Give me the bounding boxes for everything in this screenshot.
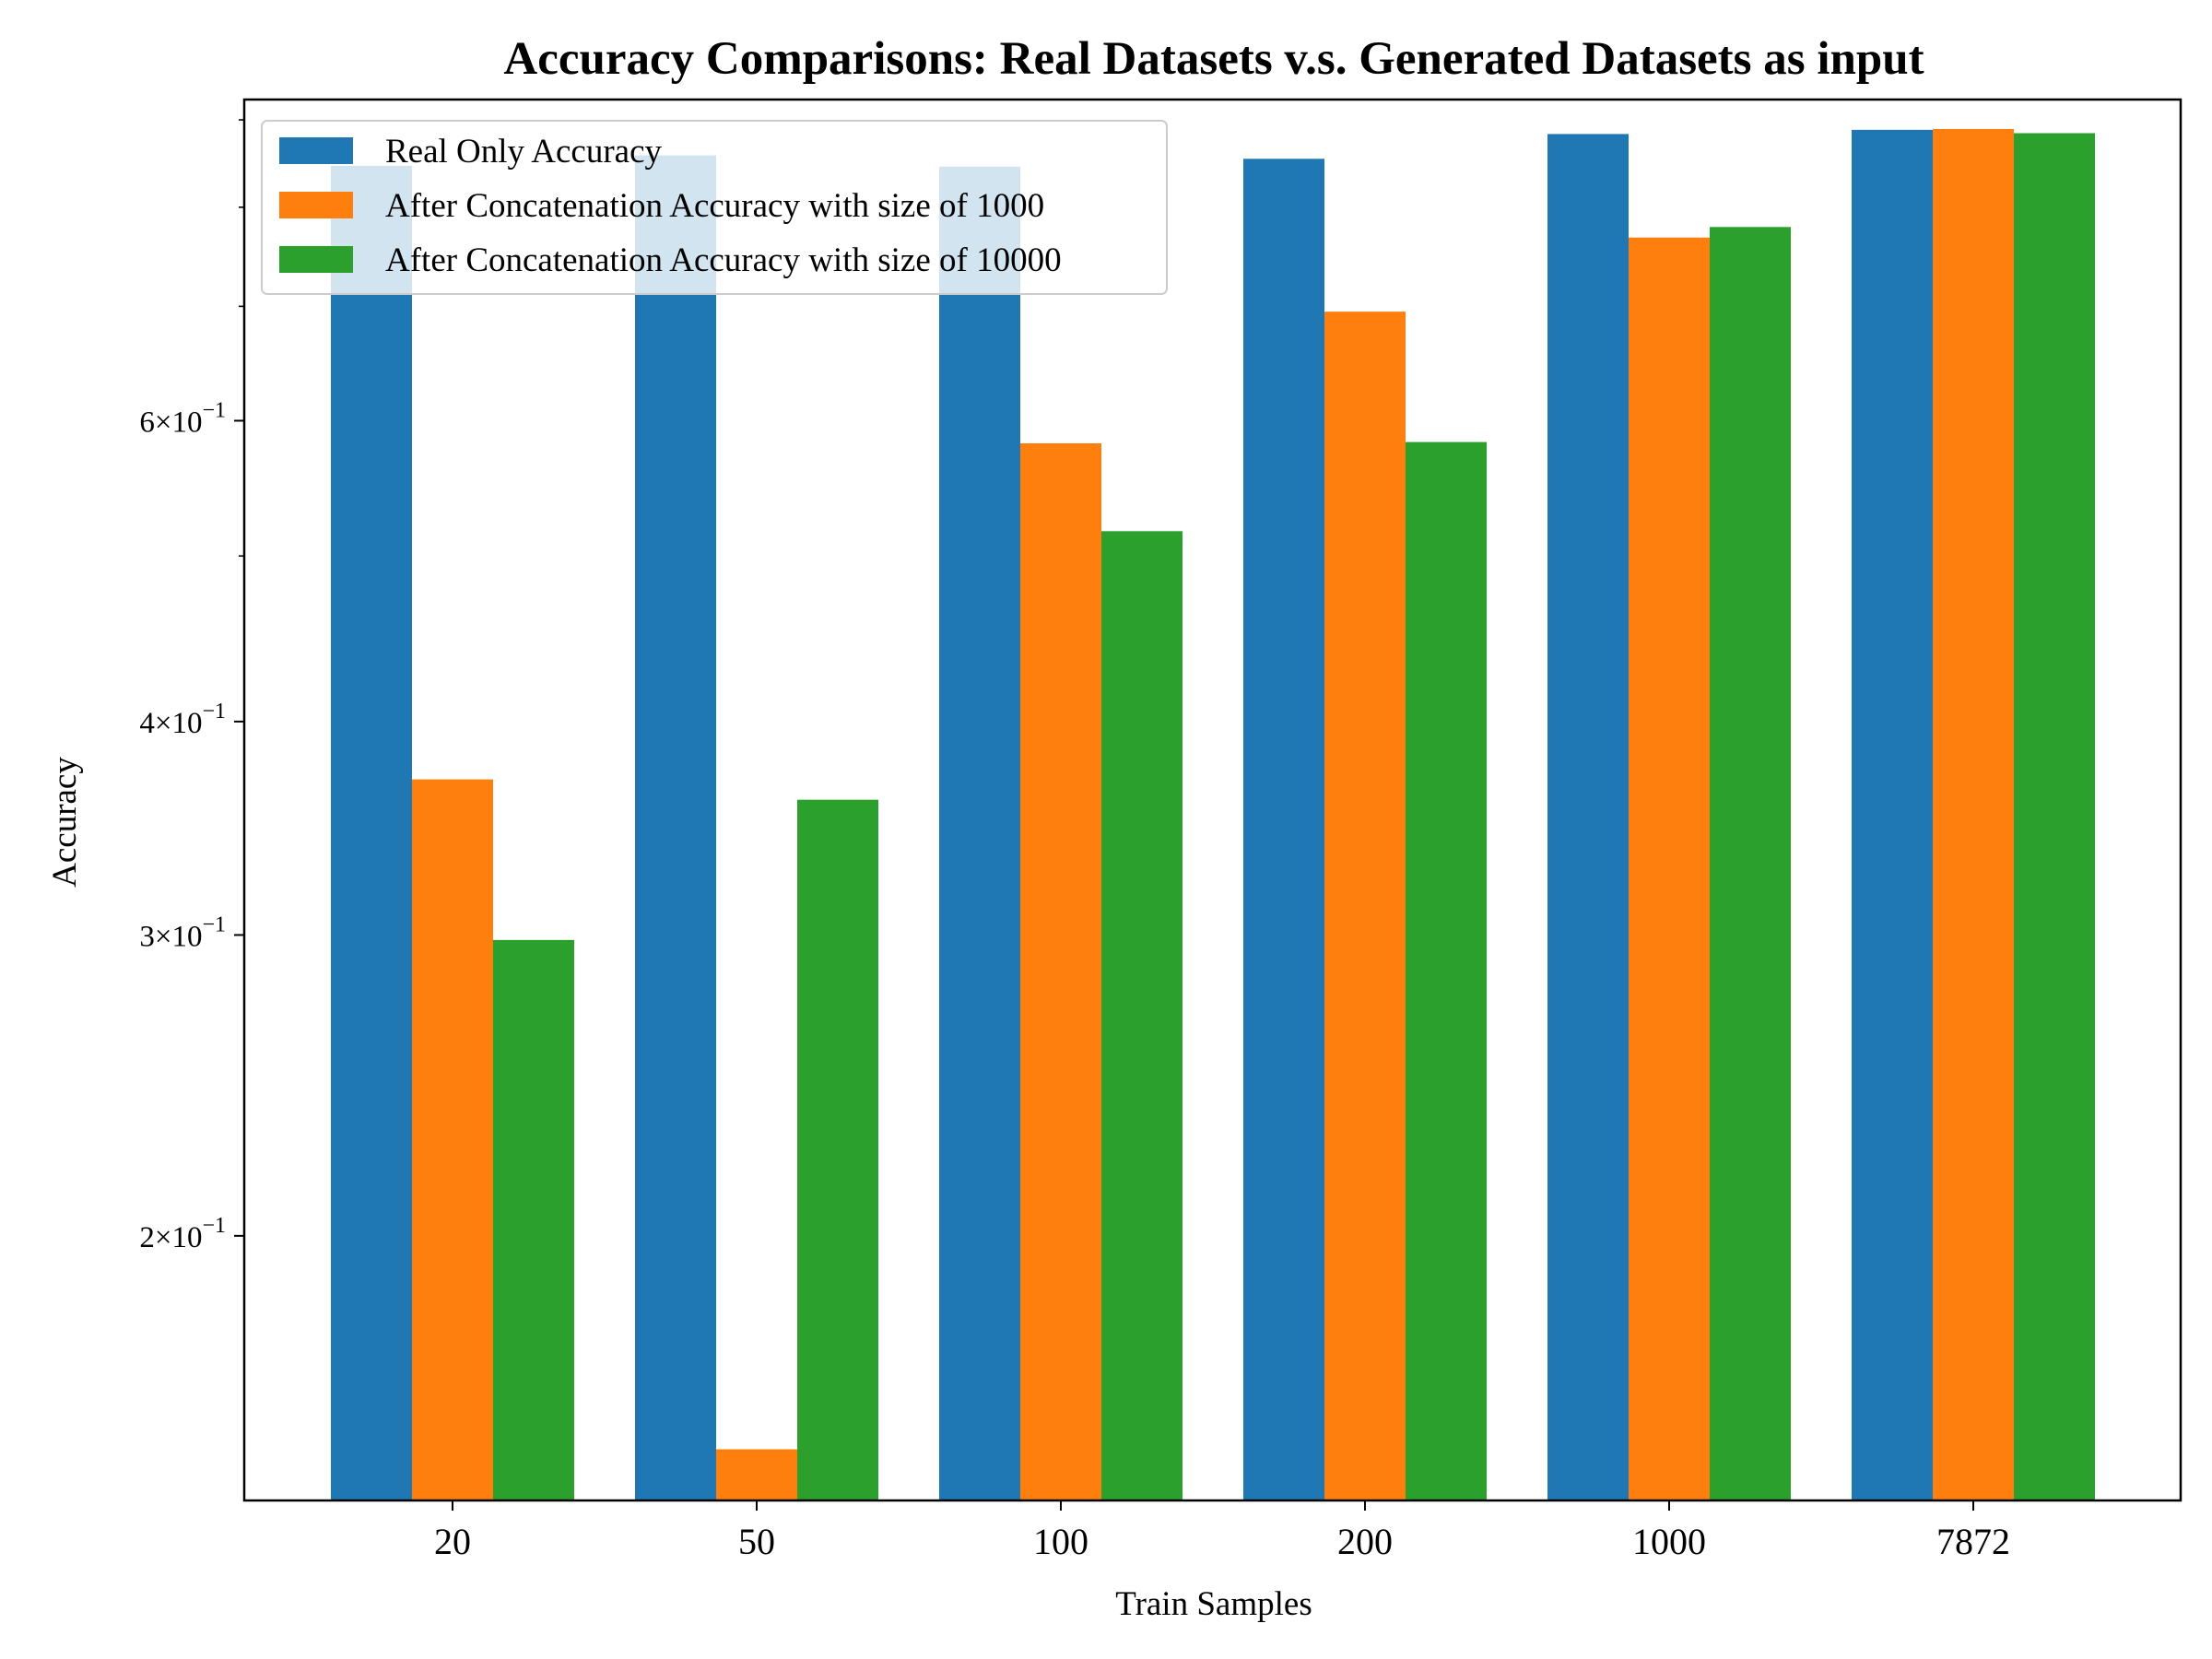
bar-s1-7872 xyxy=(1933,129,2014,1500)
legend-label-2: After Concatenation Accuracy with size o… xyxy=(385,241,1062,279)
bar-s2-100 xyxy=(1101,531,1182,1500)
legend-swatch-1 xyxy=(279,192,353,218)
x-tick-label: 20 xyxy=(434,1521,471,1562)
bar-s2-50 xyxy=(797,800,878,1500)
x-tick-label: 7872 xyxy=(1936,1521,2010,1562)
x-tick-label: 200 xyxy=(1337,1521,1393,1562)
chart-title: Accuracy Comparisons: Real Datasets v.s.… xyxy=(503,33,1924,85)
bar-s0-50 xyxy=(635,156,716,1500)
bar-s0-20 xyxy=(331,166,412,1500)
bar-s0-7872 xyxy=(1852,130,1933,1500)
bar-s2-1000 xyxy=(1710,227,1791,1500)
bar-s1-20 xyxy=(412,780,493,1500)
bar-s0-1000 xyxy=(1547,134,1629,1500)
bar-s1-100 xyxy=(1020,443,1101,1500)
bar-s1-50 xyxy=(716,1449,797,1500)
y-axis-label: Accuracy xyxy=(46,757,84,888)
legend-label-1: After Concatenation Accuracy with size o… xyxy=(385,187,1044,225)
legend: Real Only Accuracy After Concatenation Ac… xyxy=(262,121,1167,294)
bar-s1-1000 xyxy=(1629,238,1710,1500)
bar-s1-200 xyxy=(1324,312,1406,1500)
x-axis-label: Train Samples xyxy=(1115,1585,1312,1623)
bar-s0-100 xyxy=(939,167,1020,1500)
x-tick-label: 100 xyxy=(1033,1521,1088,1562)
x-tick-label: 50 xyxy=(738,1521,775,1562)
legend-swatch-2 xyxy=(279,246,353,273)
x-tick-label: 1000 xyxy=(1632,1521,1706,1562)
bar-s0-200 xyxy=(1243,159,1324,1500)
bar-s2-200 xyxy=(1406,442,1487,1500)
legend-label-0: Real Only Accuracy xyxy=(385,133,662,171)
legend-swatch-0 xyxy=(279,137,353,164)
bar-s2-20 xyxy=(493,940,574,1500)
bar-s2-7872 xyxy=(2014,133,2095,1500)
